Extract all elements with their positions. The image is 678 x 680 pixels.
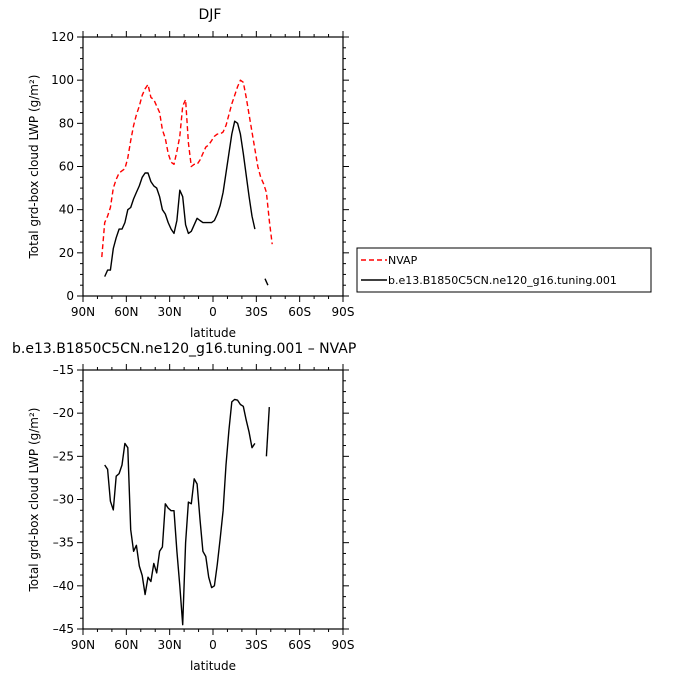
y-tick-label: –25 xyxy=(53,449,74,463)
x-tick-label: 30N xyxy=(158,638,182,652)
x-tick-label: 60S xyxy=(288,305,311,319)
plot-frame-1 xyxy=(82,369,344,630)
y-tick-label: –45 xyxy=(53,622,74,636)
y-tick-label: –40 xyxy=(53,579,74,593)
x-tick-label: 30N xyxy=(158,305,182,319)
legend-label-0: NVAP xyxy=(388,254,418,267)
x-axis-label-0: latitude xyxy=(190,326,236,340)
x-tick-label: 30S xyxy=(245,305,268,319)
y-tick-label: 80 xyxy=(59,116,74,130)
series-line-1-0-0 xyxy=(104,398,256,626)
y-tick-label: 60 xyxy=(59,160,74,174)
x-tick-label: 0 xyxy=(209,638,217,652)
x-tick-label: 60N xyxy=(114,638,138,652)
x-tick-label: 30S xyxy=(245,638,268,652)
x-tick-label: 90S xyxy=(332,305,355,319)
y-axis-label-0: Total grd-box cloud LWP (g/m²) xyxy=(27,75,41,260)
series-line-0-0-0 xyxy=(101,79,273,258)
x-tick-label: 0 xyxy=(209,305,217,319)
y-tick-label: 100 xyxy=(51,73,74,87)
chart-title-1: b.e13.B1850C5CN.ne120_g16.tuning.001 – N… xyxy=(12,341,356,357)
legend-box xyxy=(356,247,652,293)
x-tick-label: 60S xyxy=(288,638,311,652)
x-tick-label: 60N xyxy=(114,305,138,319)
y-tick-label: –15 xyxy=(53,363,74,377)
series-line-1-0-1 xyxy=(265,407,270,457)
x-axis-label-1: latitude xyxy=(190,659,236,673)
y-tick-label: –30 xyxy=(53,493,74,507)
y-tick-label: 40 xyxy=(59,203,74,217)
y-tick-label: –20 xyxy=(53,406,74,420)
series-line-0-1-0 xyxy=(104,120,256,277)
legend-label-1: b.e13.B1850C5CN.ne120_g16.tuning.001 xyxy=(388,274,617,287)
y-axis-label-1: Total grd-box cloud LWP (g/m²) xyxy=(27,408,41,593)
y-tick-label: 0 xyxy=(66,289,74,303)
y-tick-label: –35 xyxy=(53,536,74,550)
x-tick-label: 90N xyxy=(71,638,95,652)
x-tick-label: 90S xyxy=(332,638,355,652)
chart-title-0: DJF xyxy=(199,7,222,23)
series-line-0-1-1 xyxy=(264,278,269,286)
x-tick-label: 90N xyxy=(71,305,95,319)
y-tick-label: 20 xyxy=(59,246,74,260)
plot-frame-0 xyxy=(82,36,344,297)
y-tick-label: 120 xyxy=(51,30,74,44)
